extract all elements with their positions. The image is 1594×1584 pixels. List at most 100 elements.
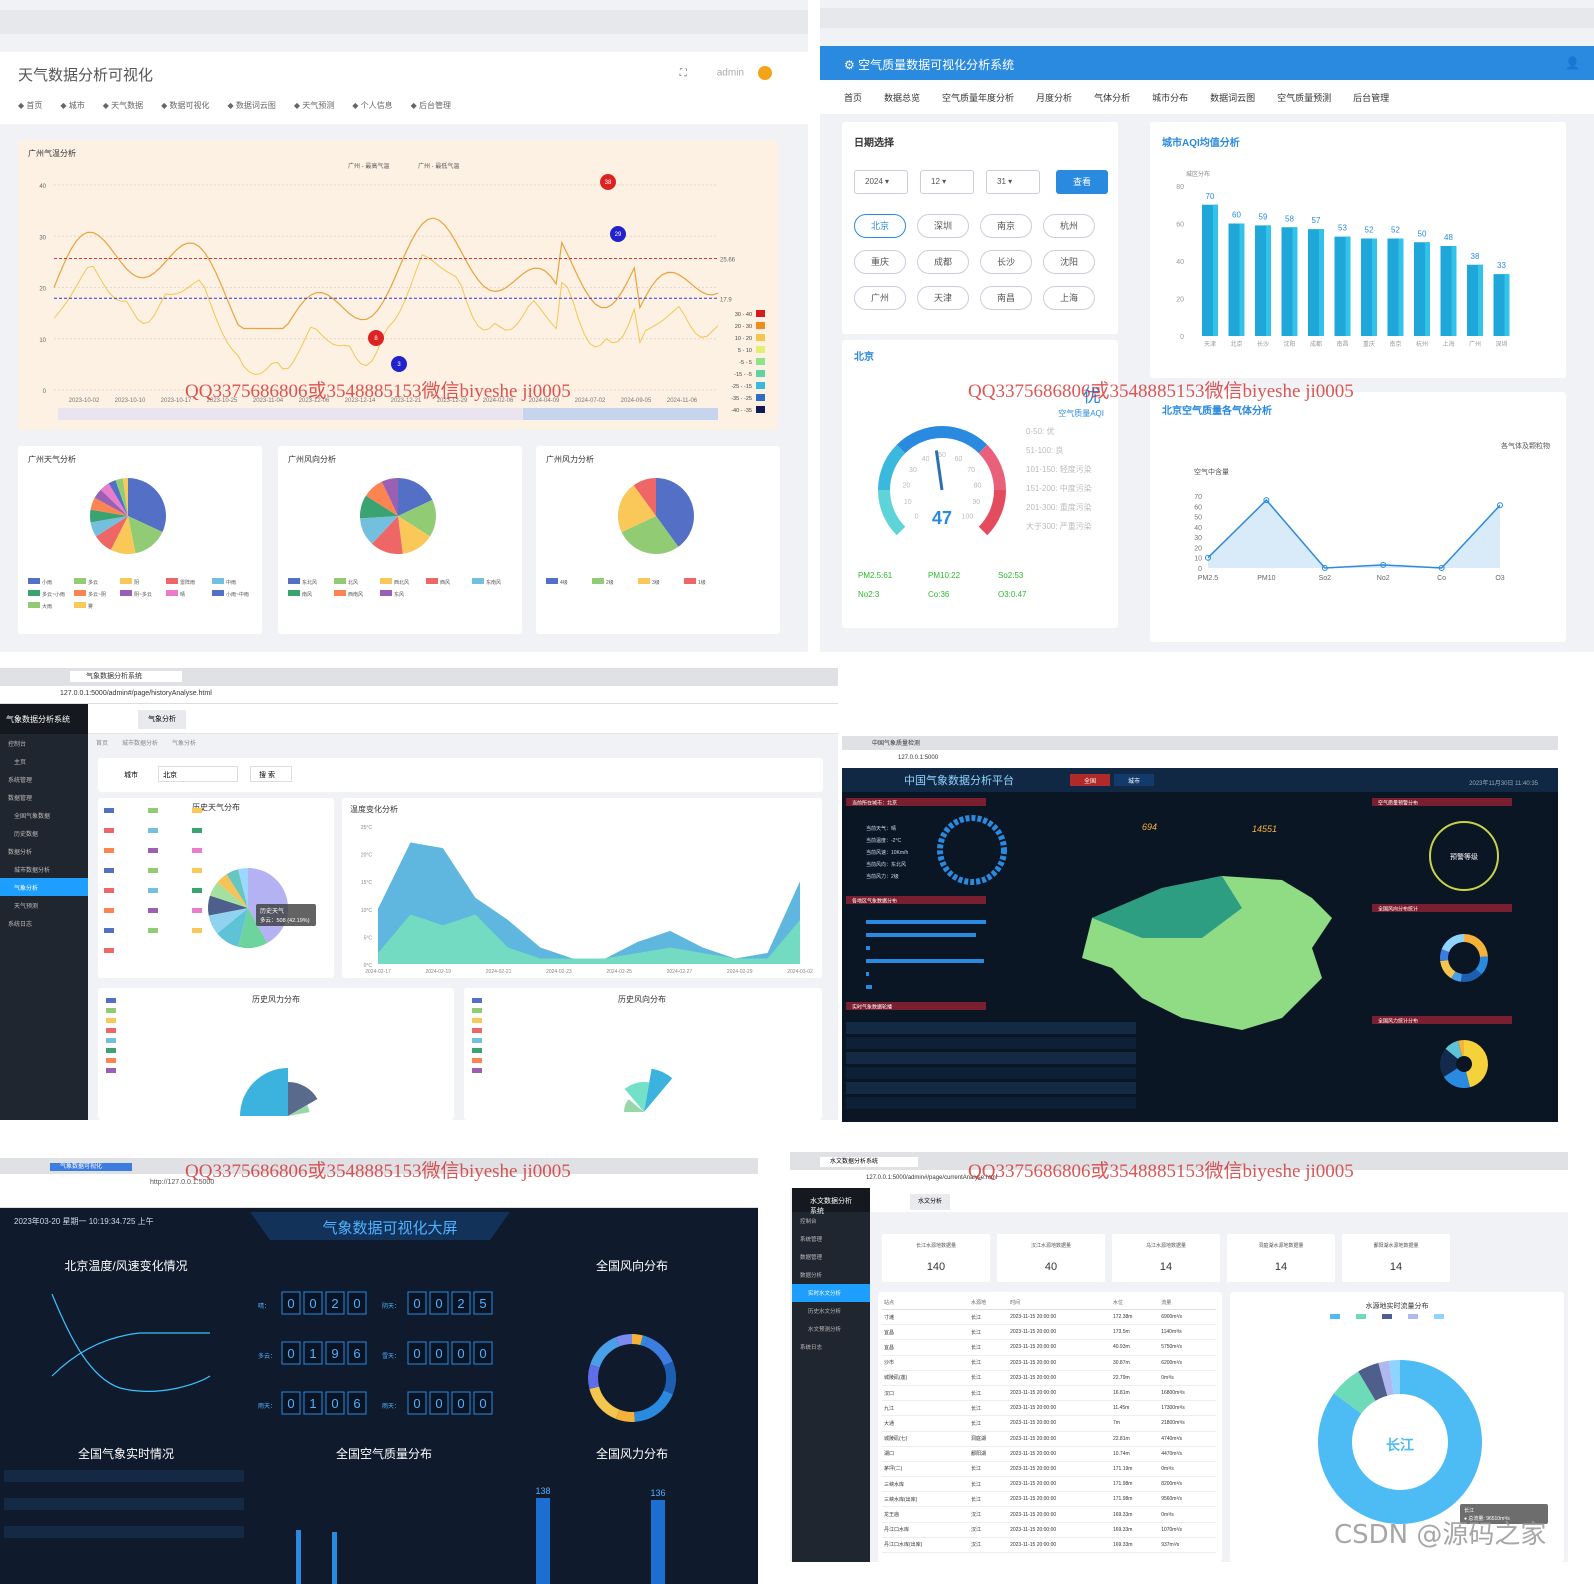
city-chip-10[interactable]: 南昌 xyxy=(980,286,1032,310)
y-tick-label: 40 xyxy=(1194,525,1202,532)
city-chip-3[interactable]: 杭州 xyxy=(1043,214,1095,238)
table-row[interactable]: 城陵矶(七) 洞庭湖 2023-11-15 20:00:00 22.81m 4740m³… xyxy=(882,1431,1216,1447)
nav-item-3[interactable]: ◆ 数据可视化 xyxy=(161,101,210,110)
table-row[interactable]: 茅坪(二) 长江 2023-11-15 20:00:00 171.19m 0m³/s xyxy=(882,1461,1216,1478)
legend-swatch xyxy=(212,590,224,596)
legend-label: 多云 xyxy=(88,579,98,586)
table-row[interactable]: 宜昌 长江 2023-11-15 20:00:00 40.93m 5750m³/s xyxy=(882,1339,1216,1356)
wind-force-pie-chart: 4级 2级 3级 1级 xyxy=(546,478,706,586)
address-bar[interactable]: 127.0.0.1:5000/admin#/page/historyAnalys… xyxy=(0,686,838,704)
browser-tab[interactable]: 水文数据分析系统 xyxy=(820,1157,919,1167)
sidebar-item-0[interactable]: 控制台 xyxy=(8,742,27,748)
sidebar-item-7[interactable]: 城市数据分析 xyxy=(14,868,51,874)
nav-item-2[interactable]: ◆ 天气数据 xyxy=(102,101,144,110)
sidebar-item-4[interactable]: 实时水文分析 xyxy=(792,1284,870,1302)
sidebar-item-4[interactable]: 全国气象数据 xyxy=(14,814,51,820)
sidebar-item-2[interactable]: 数据管理 xyxy=(800,1255,823,1261)
user-icon[interactable]: 👤 xyxy=(1565,56,1580,70)
nav-item-5[interactable]: ◆ 天气预测 xyxy=(293,101,335,110)
nav-item-0[interactable]: ◆ 首页 xyxy=(18,101,43,110)
month-select[interactable]: 12 ▾ xyxy=(920,170,974,194)
table-cell: 2023-11-15 20:00:00 xyxy=(1008,1461,1111,1478)
avatar[interactable] xyxy=(758,66,772,80)
table-row[interactable]: 汉口 长江 2023-11-15 20:00:00 16.81m 16800m³/s xyxy=(882,1385,1216,1402)
table-row[interactable]: 湖口 鄱阳湖 2023-11-15 20:00:00 10.74m 4470m³/s xyxy=(882,1446,1216,1462)
pie-slice xyxy=(365,481,398,516)
legend-item: 各气体及颗粒物 xyxy=(1501,441,1550,450)
table-row[interactable]: 沙市 长江 2023-11-15 20:00:00 30.87m 6200m³/s xyxy=(882,1355,1216,1371)
sidebar-item-3[interactable]: 数据管理 xyxy=(8,796,33,802)
sidebar-item-7[interactable]: 系统日志 xyxy=(800,1345,823,1351)
sidebar-item-8[interactable]: 气象分析 xyxy=(0,878,88,896)
city-chip-2[interactable]: 南京 xyxy=(980,214,1032,238)
city-chip-9[interactable]: 天津 xyxy=(917,286,969,310)
query-button[interactable]: 查看 xyxy=(1056,170,1108,194)
sidebar-item-9[interactable]: 天气预测 xyxy=(14,904,39,910)
nav-item-6[interactable]: 数据词云图 xyxy=(1210,93,1256,103)
nav-item-7[interactable]: ◆ 后台管理 xyxy=(410,101,451,110)
breadcrumb-item[interactable]: 首页 xyxy=(96,741,109,747)
fullscreen-icon[interactable]: ⛶ xyxy=(679,67,687,79)
tab-hydrology[interactable]: 水文分析 xyxy=(910,1194,951,1210)
year-select[interactable]: 2024 ▾ xyxy=(854,170,908,194)
city-chip-0[interactable]: 北京 xyxy=(854,214,906,238)
table-row[interactable]: 城陵矶(莲) 长江 2023-11-15 20:00:00 22.79m 0m³/s xyxy=(882,1370,1216,1386)
table-row[interactable]: 大通 长江 2023-11-15 20:00:00 7m 21800m³/s xyxy=(882,1415,1216,1432)
legend-swatch xyxy=(106,1058,116,1063)
browser-tab[interactable]: 中国气象质量检测 xyxy=(872,741,921,747)
nav-item-7[interactable]: 空气质量预测 xyxy=(1277,93,1332,103)
city-select[interactable]: 北京 xyxy=(158,766,238,782)
sidebar-item-6[interactable]: 数据分析 xyxy=(8,850,33,856)
table-row[interactable]: 宜昌 长江 2023-11-15 20:00:00 173.5m 1140m³/s xyxy=(882,1324,1216,1341)
sidebar-item-5[interactable]: 历史水文分析 xyxy=(808,1309,842,1315)
sidebar-item-1[interactable]: 系统管理 xyxy=(800,1237,823,1243)
address-bar[interactable]: 127.0.0.1:5000/admin#/page/currentAnalys… xyxy=(790,1170,1568,1188)
browser-tab[interactable]: 气象数据可视化 xyxy=(50,1163,133,1171)
sidebar-item-2[interactable]: 系统管理 xyxy=(8,778,33,784)
sidebar-item-6[interactable]: 水文预测分析 xyxy=(808,1327,842,1333)
search-button[interactable]: 搜 索 xyxy=(250,766,292,782)
day-select[interactable]: 31 ▾ xyxy=(986,170,1040,194)
breadcrumb-item[interactable]: 气象分析 xyxy=(172,741,197,747)
table-row[interactable]: 九江 长江 2023-11-15 20:00:00 11.45m 17300m³/s xyxy=(882,1400,1216,1417)
nav-item-1[interactable]: ◆ 城市 xyxy=(60,101,85,110)
legend-swatch xyxy=(472,1058,482,1063)
city-chip-6[interactable]: 长沙 xyxy=(980,250,1032,274)
city-chip-11[interactable]: 上海 xyxy=(1043,286,1095,310)
city-chip-7[interactable]: 沈阳 xyxy=(1043,250,1095,274)
sidebar-item-1[interactable]: 主页 xyxy=(14,760,27,766)
address-bar[interactable]: http://127.0.0.1:5000 xyxy=(0,1174,758,1208)
city-chip-5[interactable]: 成都 xyxy=(917,250,969,274)
user-area[interactable]: ⛶ admin xyxy=(680,66,772,80)
sidebar: 水文数据分析系统 控制台 系统管理 数据管理 数据分析 实时水文分析 历史水文分析 水文预测… xyxy=(792,1188,870,1562)
sidebar-item-10[interactable]: 系统日志 xyxy=(8,922,33,928)
x-tick-label: 北京 xyxy=(1230,340,1242,348)
nav-item-3[interactable]: 月度分析 xyxy=(1036,93,1073,103)
table-row[interactable]: 丹江口水库 汉江 2023-11-15 20:00:00 169.33m 1070m³/… xyxy=(882,1522,1216,1538)
tab-weather-analysis[interactable]: 气象分析 xyxy=(138,710,186,729)
breadcrumb-item[interactable]: 城市数据分析 xyxy=(122,741,159,747)
city-chip-8[interactable]: 广州 xyxy=(854,286,906,310)
sidebar-item-5[interactable]: 历史数据 xyxy=(14,832,39,838)
table-row[interactable]: 三峡水库 长江 2023-11-15 20:00:00 171.98m 8200m³/s xyxy=(882,1476,1216,1493)
city-chip-1[interactable]: 深圳 xyxy=(917,214,969,238)
nav-item-6[interactable]: ◆ 个人信息 xyxy=(352,101,393,110)
city-chip-4[interactable]: 重庆 xyxy=(854,250,906,274)
table-row[interactable]: 龙王庙 汉江 2023-11-15 20:00:00 169.33m 0m³/s xyxy=(882,1506,1216,1523)
nav-item-5[interactable]: 城市分布 xyxy=(1152,93,1189,103)
sidebar-item-3[interactable]: 数据分析 xyxy=(800,1273,823,1279)
table-row[interactable]: 丹江口水库(出库) 汉江 2023-11-15 20:00:00 169.33m 937… xyxy=(882,1537,1216,1554)
nav-item-4[interactable]: ◆ 数据词云图 xyxy=(227,101,276,110)
nav-item-0[interactable]: 首页 xyxy=(844,93,863,103)
nav-item-4[interactable]: 气体分析 xyxy=(1094,93,1131,103)
nav-item-1[interactable]: 数据总览 xyxy=(884,93,921,103)
top-tabs: 水文分析 xyxy=(870,1188,1568,1212)
nav-item-8[interactable]: 后台管理 xyxy=(1353,93,1390,103)
x-tick-label: 长沙 xyxy=(1257,340,1269,348)
sidebar-item-0[interactable]: 控制台 xyxy=(800,1219,817,1225)
address-bar[interactable]: 127.0.0.1:5000 xyxy=(842,750,1558,768)
table-row[interactable]: 三峡水库(出库) 长江 2023-11-15 20:00:00 171.98m 9560… xyxy=(882,1491,1216,1508)
nav-item-2[interactable]: 空气质量年度分析 xyxy=(942,93,1015,103)
table-row[interactable]: 寸滩 长江 2023-11-15 20:00:00 172.38m 6900m³/s xyxy=(882,1309,1216,1326)
browser-tab[interactable]: 气象数据分析系统 xyxy=(70,671,182,682)
